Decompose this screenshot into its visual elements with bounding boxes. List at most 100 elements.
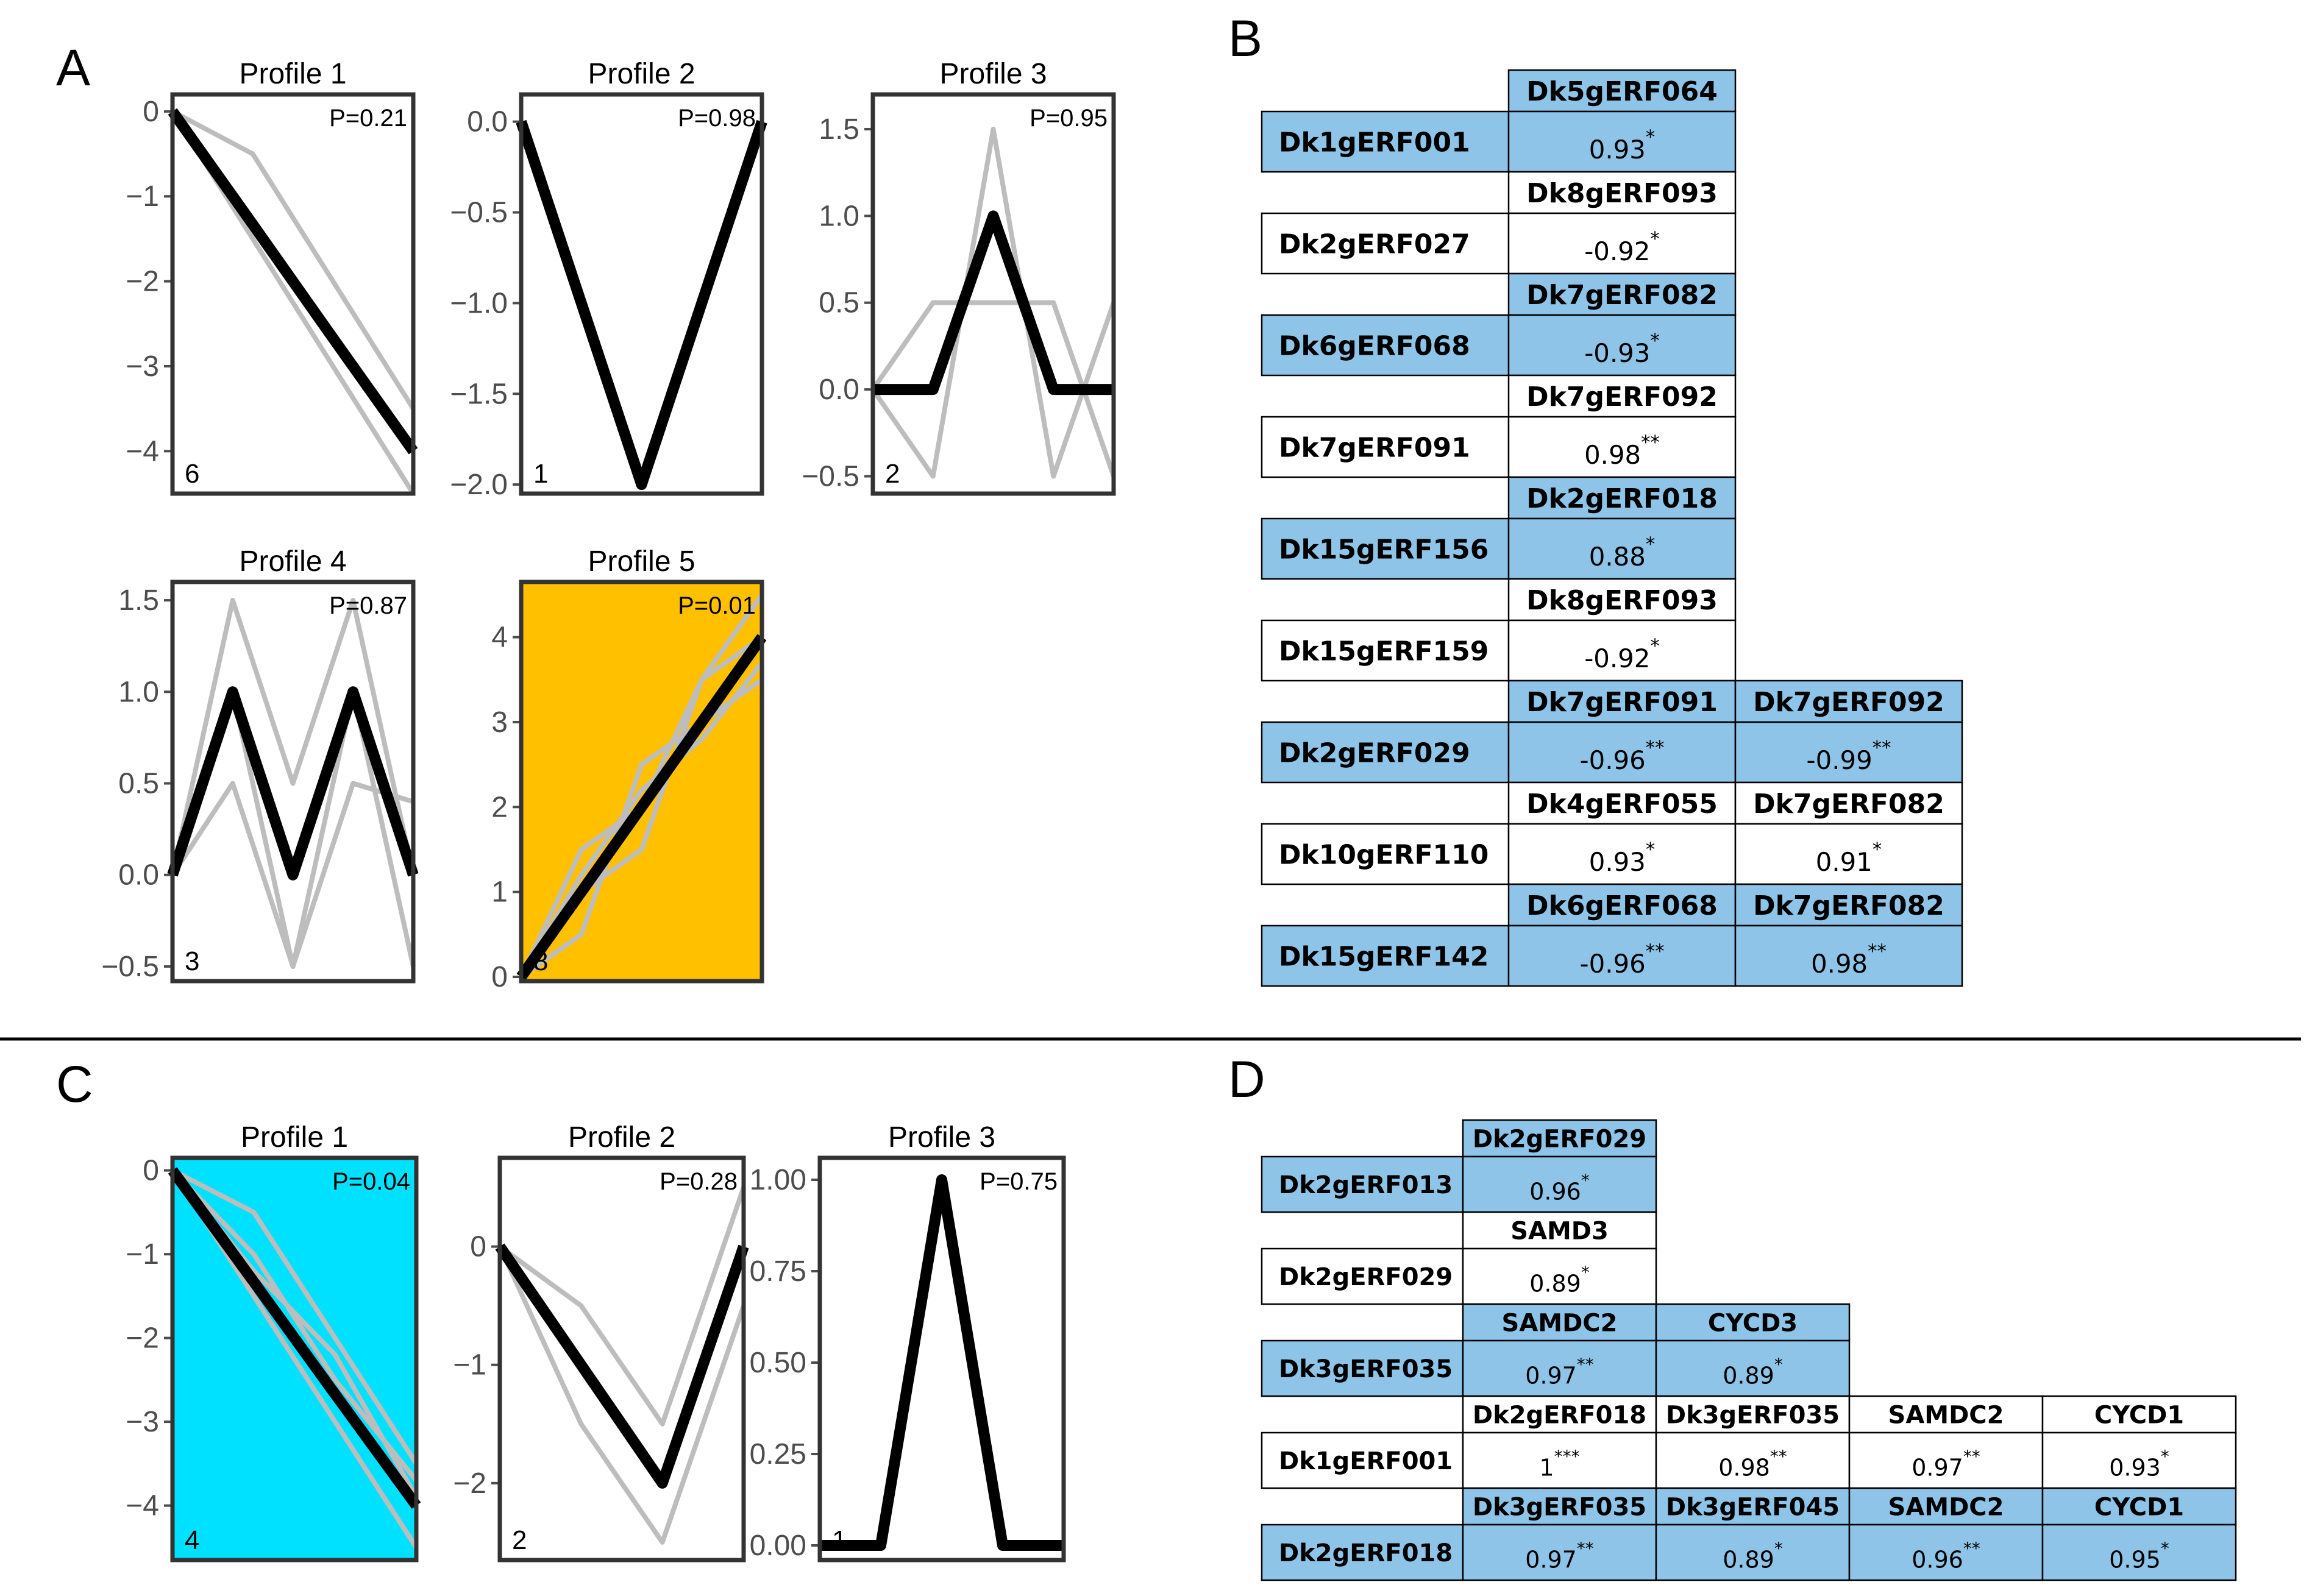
plot-frame <box>170 580 416 984</box>
member-profile-line <box>519 677 764 979</box>
table-row: Dk10gERF110Dk4gERF0550.93*Dk7gERF0820.91… <box>1261 781 1963 885</box>
table-row: Dk15gERF142Dk6gERF068-0.96**Dk7gERF0820.… <box>1261 883 1963 987</box>
row-gene-label: Dk2gERF029 <box>1279 737 1470 768</box>
y-tick-label: 0 <box>491 961 508 993</box>
correlation-cell <box>1734 823 1963 885</box>
y-tick-label: −2 <box>126 266 159 298</box>
y-tick-label: 0.00 <box>750 1530 806 1562</box>
correlation-cell <box>2041 1523 2237 1581</box>
significance-marker: * <box>2161 1446 2169 1466</box>
correlation-cell <box>1507 517 1737 580</box>
correlation-cell <box>1848 1523 2044 1581</box>
y-tick-label: 3 <box>491 706 508 739</box>
y-tick-label: 0.50 <box>750 1347 806 1379</box>
row-gene-label: Dk1gERF001 <box>1279 127 1470 158</box>
correlation-table-d: Dk2gERF013Dk2gERF0290.96*Dk2gERF029SAMD3… <box>1261 1119 2237 1581</box>
row-label-cell <box>1261 1339 1464 1397</box>
significance-marker: * <box>1774 1538 1783 1558</box>
column-gene-label: CYCD1 <box>2094 1493 2184 1521</box>
column-gene-label: CYCD1 <box>2094 1401 2184 1429</box>
y-tick-label: −1 <box>453 1349 486 1381</box>
row-label-cell <box>1261 1247 1464 1305</box>
column-gene-label: Dk7gERF092 <box>1526 381 1718 413</box>
y-tick-label: 0 <box>143 1155 159 1187</box>
mean-profile-line <box>168 108 418 455</box>
correlation-cell <box>2041 1431 2237 1489</box>
y-tick-label: −0.5 <box>802 461 859 493</box>
row-gene-label: Dk2gERF013 <box>1279 1171 1453 1199</box>
column-header-cell <box>1655 1395 1851 1434</box>
profile-chart: 0 −1 −2 −3 −4 Profile 1 P=0.21 6 <box>126 58 418 496</box>
row-label-cell <box>1261 721 1510 784</box>
y-tick-label: −4 <box>126 435 159 467</box>
column-gene-label: Dk5gERF064 <box>1526 76 1718 107</box>
row-gene-label: Dk6gERF068 <box>1279 330 1470 361</box>
column-header-cell <box>2041 1487 2237 1526</box>
correlation-cell <box>1655 1431 1851 1489</box>
column-gene-label: Dk2gERF029 <box>1473 1125 1646 1153</box>
column-gene-label: Dk2gERF018 <box>1473 1401 1646 1429</box>
mean-profile-line <box>168 1167 421 1509</box>
significance-marker: ** <box>1963 1446 1980 1466</box>
p-value-label: P=0.75 <box>980 1168 1058 1195</box>
correlation-cell <box>1507 924 1737 987</box>
significance-marker: * <box>1646 839 1655 861</box>
mean-profile-line <box>495 1243 749 1489</box>
y-tick-label: −2 <box>126 1322 159 1355</box>
significance-marker: * <box>1650 229 1659 250</box>
mean-profile-line <box>516 634 767 981</box>
y-tick-label: −0.5 <box>450 197 508 229</box>
column-gene-label: Dk6gERF068 <box>1526 890 1718 921</box>
row-gene-label: Dk15gERF142 <box>1279 941 1489 972</box>
p-value-label: P=0.95 <box>1030 105 1108 132</box>
profile-chart: 1.00 0.75 0.50 0.25 0.00 Profile 3 P=0.75 1 <box>750 1121 1066 1562</box>
row-label-cell <box>1261 110 1510 173</box>
significance-marker: ** <box>1577 1354 1594 1374</box>
column-header-cell <box>1462 1487 1657 1526</box>
y-tick-label: 0.25 <box>750 1438 806 1470</box>
profile-chart: 0 −1 −2 Profile 2 P=0.28 2 <box>453 1121 749 1562</box>
table-row: Dk1gERF001Dk2gERF0181***Dk3gERF0350.98**… <box>1261 1395 2237 1489</box>
y-tick-label: 1.5 <box>819 113 859 146</box>
panel-label-d: D <box>1228 1051 1265 1108</box>
column-gene-label: SAMDC2 <box>1502 1309 1618 1337</box>
column-gene-label: Dk7gERF082 <box>1753 890 1944 921</box>
profile-charts: 0 −1 −2 −3 −4 Profile 1 P=0.21 6 0.0 −0.5 −1.0 −1.5… <box>101 58 1116 1562</box>
plot-background <box>820 1158 1064 1560</box>
y-tick-label: −2 <box>453 1467 486 1500</box>
significance-marker: ** <box>1963 1538 1980 1558</box>
panel-label-c: C <box>56 1055 93 1113</box>
gene-count-label: 2 <box>885 459 900 489</box>
column-gene-label: Dk3gERF035 <box>1666 1401 1840 1429</box>
gene-count-label: 4 <box>185 1525 199 1555</box>
plot-frame <box>519 580 764 984</box>
gene-count-label: 3 <box>185 946 199 976</box>
p-value-label: P=0.21 <box>329 105 407 132</box>
column-header-cell <box>1507 171 1737 215</box>
y-tick-label: −4 <box>126 1490 159 1522</box>
gene-count-label: 1 <box>533 459 548 489</box>
column-gene-label: Dk8gERF093 <box>1526 178 1718 209</box>
significance-marker: * <box>1581 1262 1590 1282</box>
row-gene-label: Dk3gERF035 <box>1279 1355 1453 1383</box>
y-tick-label: −1.5 <box>450 378 508 410</box>
significance-marker: * <box>1774 1354 1783 1374</box>
profile-title: Profile 1 <box>241 1121 348 1154</box>
row-label-cell <box>1261 924 1510 987</box>
column-gene-label: Dk3gERF035 <box>1473 1493 1646 1521</box>
p-value-label: P=0.04 <box>332 1168 410 1195</box>
correlation-cell <box>1507 823 1737 885</box>
panel-label-b: B <box>1228 10 1262 67</box>
column-gene-label: Dk8gERF093 <box>1526 585 1718 616</box>
significance-marker: ** <box>1641 432 1660 454</box>
y-tick-label: 0.5 <box>118 768 159 800</box>
significance-marker: ** <box>1770 1446 1787 1466</box>
correlation-cell <box>1507 721 1737 784</box>
profile-chart: 1.5 1.0 0.5 0.0 −0.5 Profile 4 P=0.87 3 <box>101 545 419 984</box>
p-value-label: P=0.98 <box>678 105 756 132</box>
column-header-cell <box>1734 679 1963 723</box>
significance-marker: * <box>1646 127 1655 149</box>
